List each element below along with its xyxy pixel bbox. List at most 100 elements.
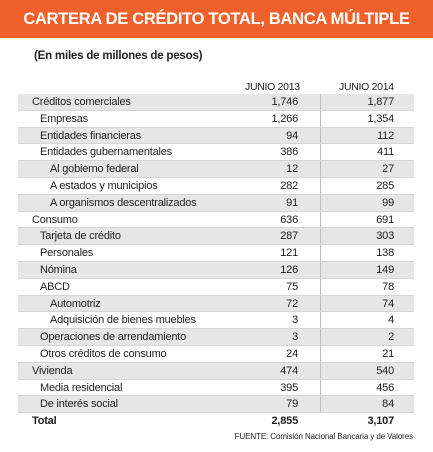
row-label: Automotriz	[50, 297, 101, 310]
row-label: Nómina	[40, 263, 77, 276]
value-2013: 75	[286, 280, 298, 293]
row-label: Al gobierno federal	[50, 163, 139, 176]
total-label: Total	[32, 415, 57, 428]
value-2014: 4	[388, 314, 394, 327]
value-2014: 149	[376, 263, 394, 276]
value-2014: 691	[376, 213, 394, 226]
row-label: Media residencial	[40, 381, 123, 394]
table-row: Nómina 126 149	[18, 261, 414, 279]
page-title: CARTERA DE CRÉDITO TOTAL, BANCA MÚLTIPLE	[23, 9, 410, 28]
value-2014: 74	[382, 297, 394, 310]
value-2013: 72	[286, 297, 298, 310]
column-divider	[320, 211, 321, 228]
column-divider	[320, 312, 321, 329]
value-2013: 1,266	[271, 112, 298, 125]
column-divider	[320, 295, 321, 312]
column-divider	[320, 245, 321, 261]
table-row: Operaciones de arrendamiento 3 2	[18, 329, 414, 346]
row-label: Entidades financieras	[40, 129, 141, 142]
total-2014: 3,107	[367, 415, 394, 428]
table-row: De interés social 79 84	[18, 396, 414, 414]
table-row: Tarjeta de crédito 287 303	[18, 228, 414, 246]
value-2013: 121	[280, 247, 298, 260]
value-2013: 287	[280, 230, 298, 243]
column-divider	[320, 228, 321, 245]
column-header-2014: JUNIO 2014	[339, 81, 394, 93]
value-2013: 395	[280, 381, 298, 394]
value-2014: 540	[376, 364, 394, 377]
row-label: A estados y municipios	[50, 179, 158, 192]
column-divider	[320, 94, 321, 110]
table-row: Personales 121 138	[18, 245, 414, 262]
credit-table: Créditos comerciales 1,746 1,877 Empresas 1…	[18, 94, 414, 430]
value-2013: 3	[292, 331, 298, 344]
value-2014: 285	[376, 179, 394, 192]
row-label: Personales	[40, 247, 94, 260]
source-note: FUENTE: Comisión Nacional Bancaria y de …	[234, 432, 413, 441]
row-label: Otros créditos de consumo	[40, 347, 167, 360]
value-2014: 1,354	[367, 112, 394, 125]
column-divider	[320, 261, 321, 278]
table-row: Otros créditos de consumo 24 21	[18, 345, 414, 363]
value-2014: 99	[382, 196, 394, 209]
title-banner: CARTERA DE CRÉDITO TOTAL, BANCA MÚLTIPLE	[0, 0, 433, 38]
value-2014: 78	[382, 280, 394, 293]
row-label: A organismos descentralizados	[50, 196, 197, 209]
row-label: De interés social	[40, 398, 118, 411]
table-row: Al gobierno federal 12 27	[18, 161, 414, 178]
row-label: Créditos comerciales	[32, 96, 131, 108]
value-2013: 636	[280, 213, 298, 226]
value-2014: 112	[377, 129, 394, 142]
row-label: Vivienda	[32, 364, 73, 377]
value-2014: 84	[382, 398, 394, 411]
table-row: Consumo 636 691	[18, 211, 414, 229]
column-divider	[320, 144, 321, 161]
value-2013: 3	[292, 314, 298, 327]
value-2013: 1,746	[271, 96, 298, 108]
column-divider	[320, 345, 321, 362]
value-2014: 456	[376, 381, 394, 394]
value-2014: 2	[388, 331, 394, 344]
value-2013: 386	[280, 146, 298, 159]
column-header-2013: JUNIO 2013	[245, 81, 300, 93]
column-divider	[320, 110, 321, 127]
value-2013: 24	[286, 347, 298, 360]
value-2013: 94	[286, 129, 298, 142]
table-row: A estados y municipios 282 285	[18, 177, 414, 195]
table-row: Adquisición de bienes muebles 3 4	[18, 312, 414, 330]
subtitle: (En miles de millones de pesos)	[34, 50, 203, 62]
table-row: Empresas 1,266 1,354	[18, 110, 414, 128]
row-label: Tarjeta de crédito	[40, 230, 121, 243]
table-row: Créditos comerciales 1,746 1,877	[18, 94, 414, 111]
value-2014: 411	[377, 146, 394, 159]
column-divider	[320, 362, 321, 379]
row-label: Consumo	[32, 213, 78, 226]
column-divider	[320, 194, 321, 211]
table-row: Entidades financieras 94 112	[18, 127, 414, 145]
row-label: Operaciones de arrendamiento	[40, 331, 187, 344]
row-label: Adquisición de bienes muebles	[50, 314, 196, 327]
row-label: Empresas	[40, 112, 88, 125]
table-row: A organismos descentralizados 91 99	[18, 194, 414, 212]
total-row: Total 2,855 3,107	[18, 413, 414, 430]
table-row: Entidades gubernamentales 386 411	[18, 144, 414, 162]
column-divider	[320, 177, 321, 194]
column-divider	[320, 379, 321, 396]
value-2014: 303	[376, 230, 394, 243]
value-2013: 126	[280, 263, 298, 276]
column-divider	[320, 161, 321, 177]
table-row: ABCD 75 78	[18, 278, 414, 296]
column-divider	[320, 278, 321, 295]
row-label: Entidades gubernamentales	[40, 146, 172, 159]
table-row: Automotriz 72 74	[18, 295, 414, 313]
column-divider	[320, 127, 321, 144]
table-row: Vivienda 474 540	[18, 362, 414, 380]
value-2014: 1,877	[367, 96, 394, 108]
total-2013: 2,855	[271, 415, 298, 428]
value-2013: 474	[280, 364, 298, 377]
value-2014: 138	[376, 247, 394, 260]
value-2014: 27	[382, 163, 394, 176]
table-row: Media residencial 395 456	[18, 379, 414, 397]
value-2014: 21	[382, 347, 394, 360]
column-divider	[320, 329, 321, 345]
